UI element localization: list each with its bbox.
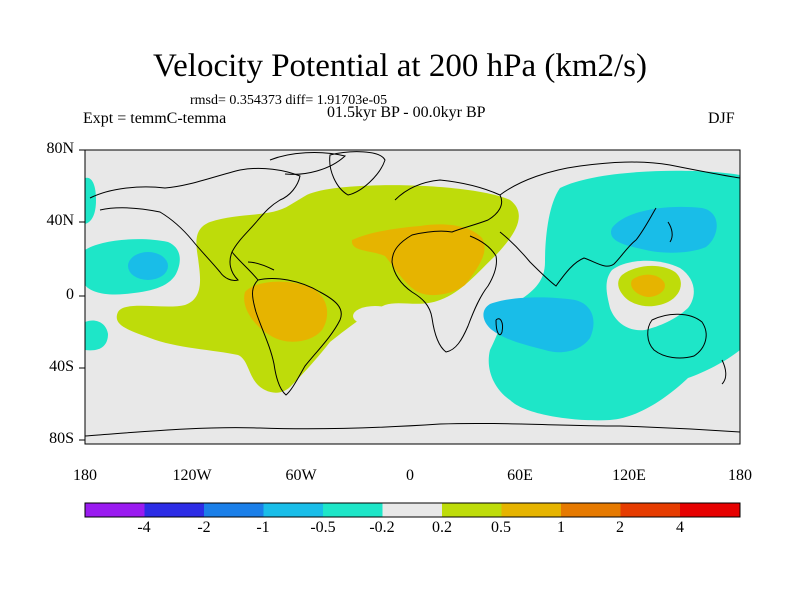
negative-edge-south-pacific xyxy=(85,320,108,351)
colorbar-label-7: 0.5 xyxy=(491,519,511,536)
lon-label-180e: 180 xyxy=(728,467,752,484)
season-label: DJF xyxy=(708,110,735,127)
colorbar-frame xyxy=(84,502,741,518)
colorbar-bin-3 xyxy=(204,503,264,517)
colorbar-bin-9 xyxy=(561,503,621,517)
lat-label-80n: 80N xyxy=(46,140,74,157)
colorbar xyxy=(84,502,741,518)
period-label: 01.5kyr BP - 00.0kyr BP xyxy=(327,104,486,121)
lat-ticks xyxy=(79,149,85,441)
colorbar-label-2: -2 xyxy=(197,519,211,536)
lon-label-120w: 120W xyxy=(172,467,212,484)
lon-label-60w: 60W xyxy=(285,467,317,484)
colorbar-bin-2 xyxy=(144,503,204,517)
map-frame xyxy=(84,149,741,445)
colorbar-label-8: 1 xyxy=(557,519,565,536)
lat-label-40n: 40N xyxy=(46,212,74,229)
colorbar-bin-5 xyxy=(323,503,383,517)
positive-max-south-america xyxy=(244,281,328,342)
colorbar-bin-8 xyxy=(501,503,561,517)
colorbar-label-6: 0.2 xyxy=(432,519,452,536)
colorbar-bin-4 xyxy=(263,503,323,517)
lat-label-0: 0 xyxy=(66,286,74,303)
colorbar-label-5: -0.2 xyxy=(369,519,395,536)
colorbar-label-1: -4 xyxy=(137,519,151,536)
negative-edge-east-pacific-right xyxy=(727,317,740,348)
lon-label-120e: 120E xyxy=(612,467,646,484)
stats-line: rmsd= 0.354373 diff= 1.91703e-05 xyxy=(190,93,388,108)
negative-edge-north-pacific xyxy=(85,177,96,224)
colorbar-bin-7 xyxy=(442,503,502,517)
positive-max-maritime-continent xyxy=(631,274,665,297)
colorbar-label-4: -0.5 xyxy=(310,519,336,536)
colorbar-label-9: 2 xyxy=(616,519,624,536)
neutral-gap-atlantic xyxy=(353,306,397,326)
colorbar-label-3: -1 xyxy=(256,519,270,536)
lon-label-180w: 180 xyxy=(73,467,97,484)
colorbar-bin-11 xyxy=(680,503,740,517)
lat-label-40s: 40S xyxy=(49,358,74,375)
positive-max-north-africa xyxy=(351,224,485,296)
colorbar-bin-6 xyxy=(382,503,442,517)
field-contours xyxy=(85,151,740,437)
lat-label-80s: 80S xyxy=(49,430,74,447)
coastlines xyxy=(85,151,740,437)
lon-label-0: 0 xyxy=(406,467,414,484)
colorbar-bin-1 xyxy=(85,503,145,517)
experiment-label: Expt = temmC-temma xyxy=(83,110,227,127)
negative-max-east-pacific xyxy=(128,252,168,280)
colorbar-label-10: 4 xyxy=(676,519,684,536)
negative-max-north-pacific xyxy=(610,206,717,253)
lon-label-60e: 60E xyxy=(507,467,533,484)
negative-max-indian-ocean xyxy=(483,297,594,353)
map-title: Velocity Potential at 200 hPa (km2/s) xyxy=(152,48,648,84)
colorbar-bin-10 xyxy=(620,503,680,517)
